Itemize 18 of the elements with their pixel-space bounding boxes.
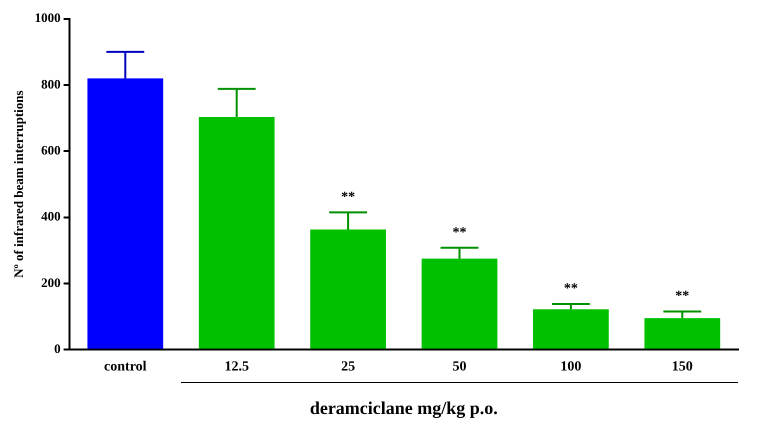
annotation: ** (452, 225, 466, 240)
x-axis-title: deramciclane mg/kg p.o. (310, 398, 498, 418)
x-tick-label: 12.5 (224, 360, 249, 375)
y-tick-label: 200 (41, 274, 61, 290)
annotation: ** (675, 289, 690, 304)
y-tick-label: 600 (41, 142, 61, 158)
x-tick-label: 25 (341, 360, 356, 375)
annotation: ** (341, 190, 356, 205)
y-tick-label: 400 (41, 208, 61, 224)
x-tick-label: 150 (672, 360, 693, 375)
x-tick-label: 100 (560, 360, 582, 375)
y-tick-label: 800 (41, 76, 61, 92)
y-axis-title: Nº of infrared beam interruptions (11, 90, 26, 278)
annotation: ** (564, 282, 578, 297)
x-tick-label: control (104, 360, 147, 375)
y-tick-label: 0 (54, 340, 61, 356)
x-tick-label: 50 (452, 360, 466, 375)
y-tick-label: 1000 (34, 10, 61, 26)
